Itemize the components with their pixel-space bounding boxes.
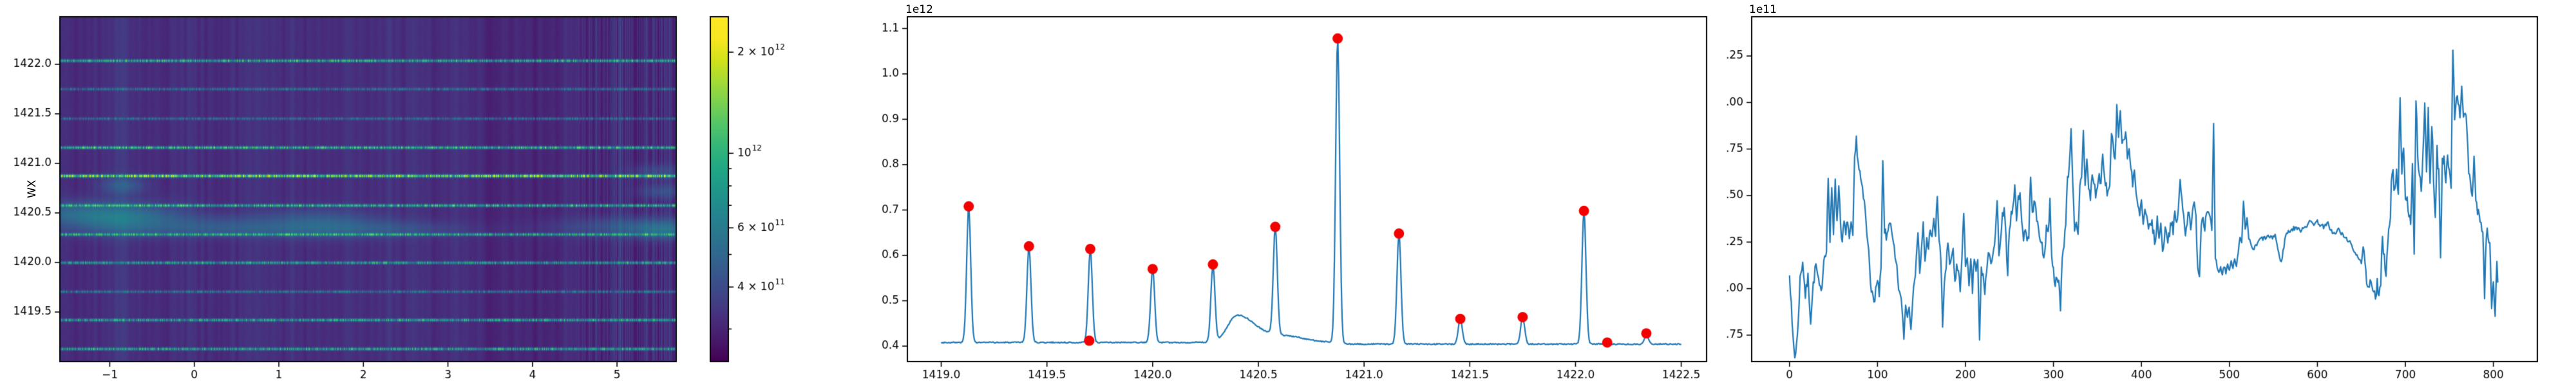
timeseries-canvas <box>1726 0 2576 386</box>
heatmap-panel: WX <box>0 0 805 386</box>
heatmap-ylabel: WX <box>26 179 39 198</box>
heatmap-canvas <box>0 0 805 386</box>
spectrum-panel: 1e12 <box>805 0 1726 386</box>
spectrum-canvas <box>805 0 1726 386</box>
timeseries-offset-label: 1e11 <box>1749 3 1777 16</box>
spectrum-offset-label: 1e12 <box>905 3 933 16</box>
timeseries-panel: 1e11 <box>1726 0 2576 386</box>
